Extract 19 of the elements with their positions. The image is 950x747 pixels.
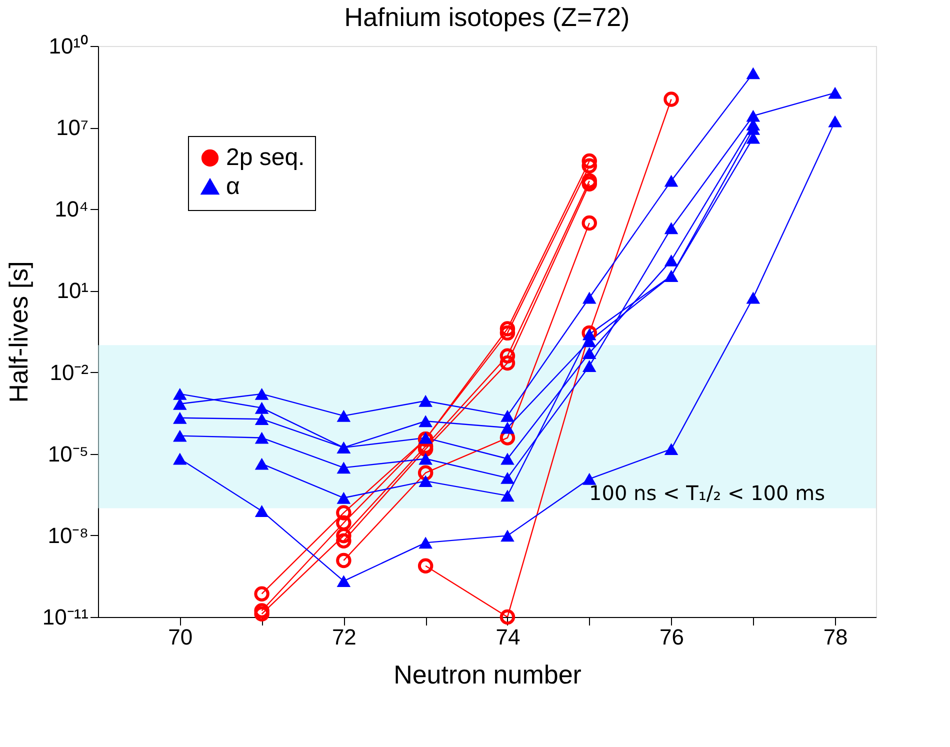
legend-label: α <box>226 173 240 200</box>
x-tick-label: 72 <box>332 624 356 650</box>
y-tick-label: 10⁻⁸ <box>48 522 88 548</box>
y-tick-label: 10⁻⁵ <box>48 441 88 466</box>
y-tick-label: 10¹⁰ <box>48 34 88 58</box>
y-axis-title: Half-lives [s] <box>3 261 34 403</box>
legend-label: 2p seq. <box>226 144 305 171</box>
y-tick-label: 10⁻¹¹ <box>42 604 88 630</box>
x-tick-label: 78 <box>823 624 848 650</box>
x-tick-label: 74 <box>496 624 520 650</box>
y-tick-label: 10⁷ <box>56 115 89 140</box>
chart-title: Hafnium isotopes (Z=72) <box>344 2 630 32</box>
y-tick-label: 10¹ <box>56 278 88 304</box>
x-axis-title: Neutron number <box>394 660 582 690</box>
y-tick-label: 10⁻² <box>50 360 88 385</box>
x-tick-label: 70 <box>168 624 193 650</box>
y-tick-label: 10⁴ <box>54 196 88 222</box>
annotation: 100 ns < T₁/₂ < 100 ms <box>589 481 825 505</box>
x-tick-label: 76 <box>660 624 684 650</box>
